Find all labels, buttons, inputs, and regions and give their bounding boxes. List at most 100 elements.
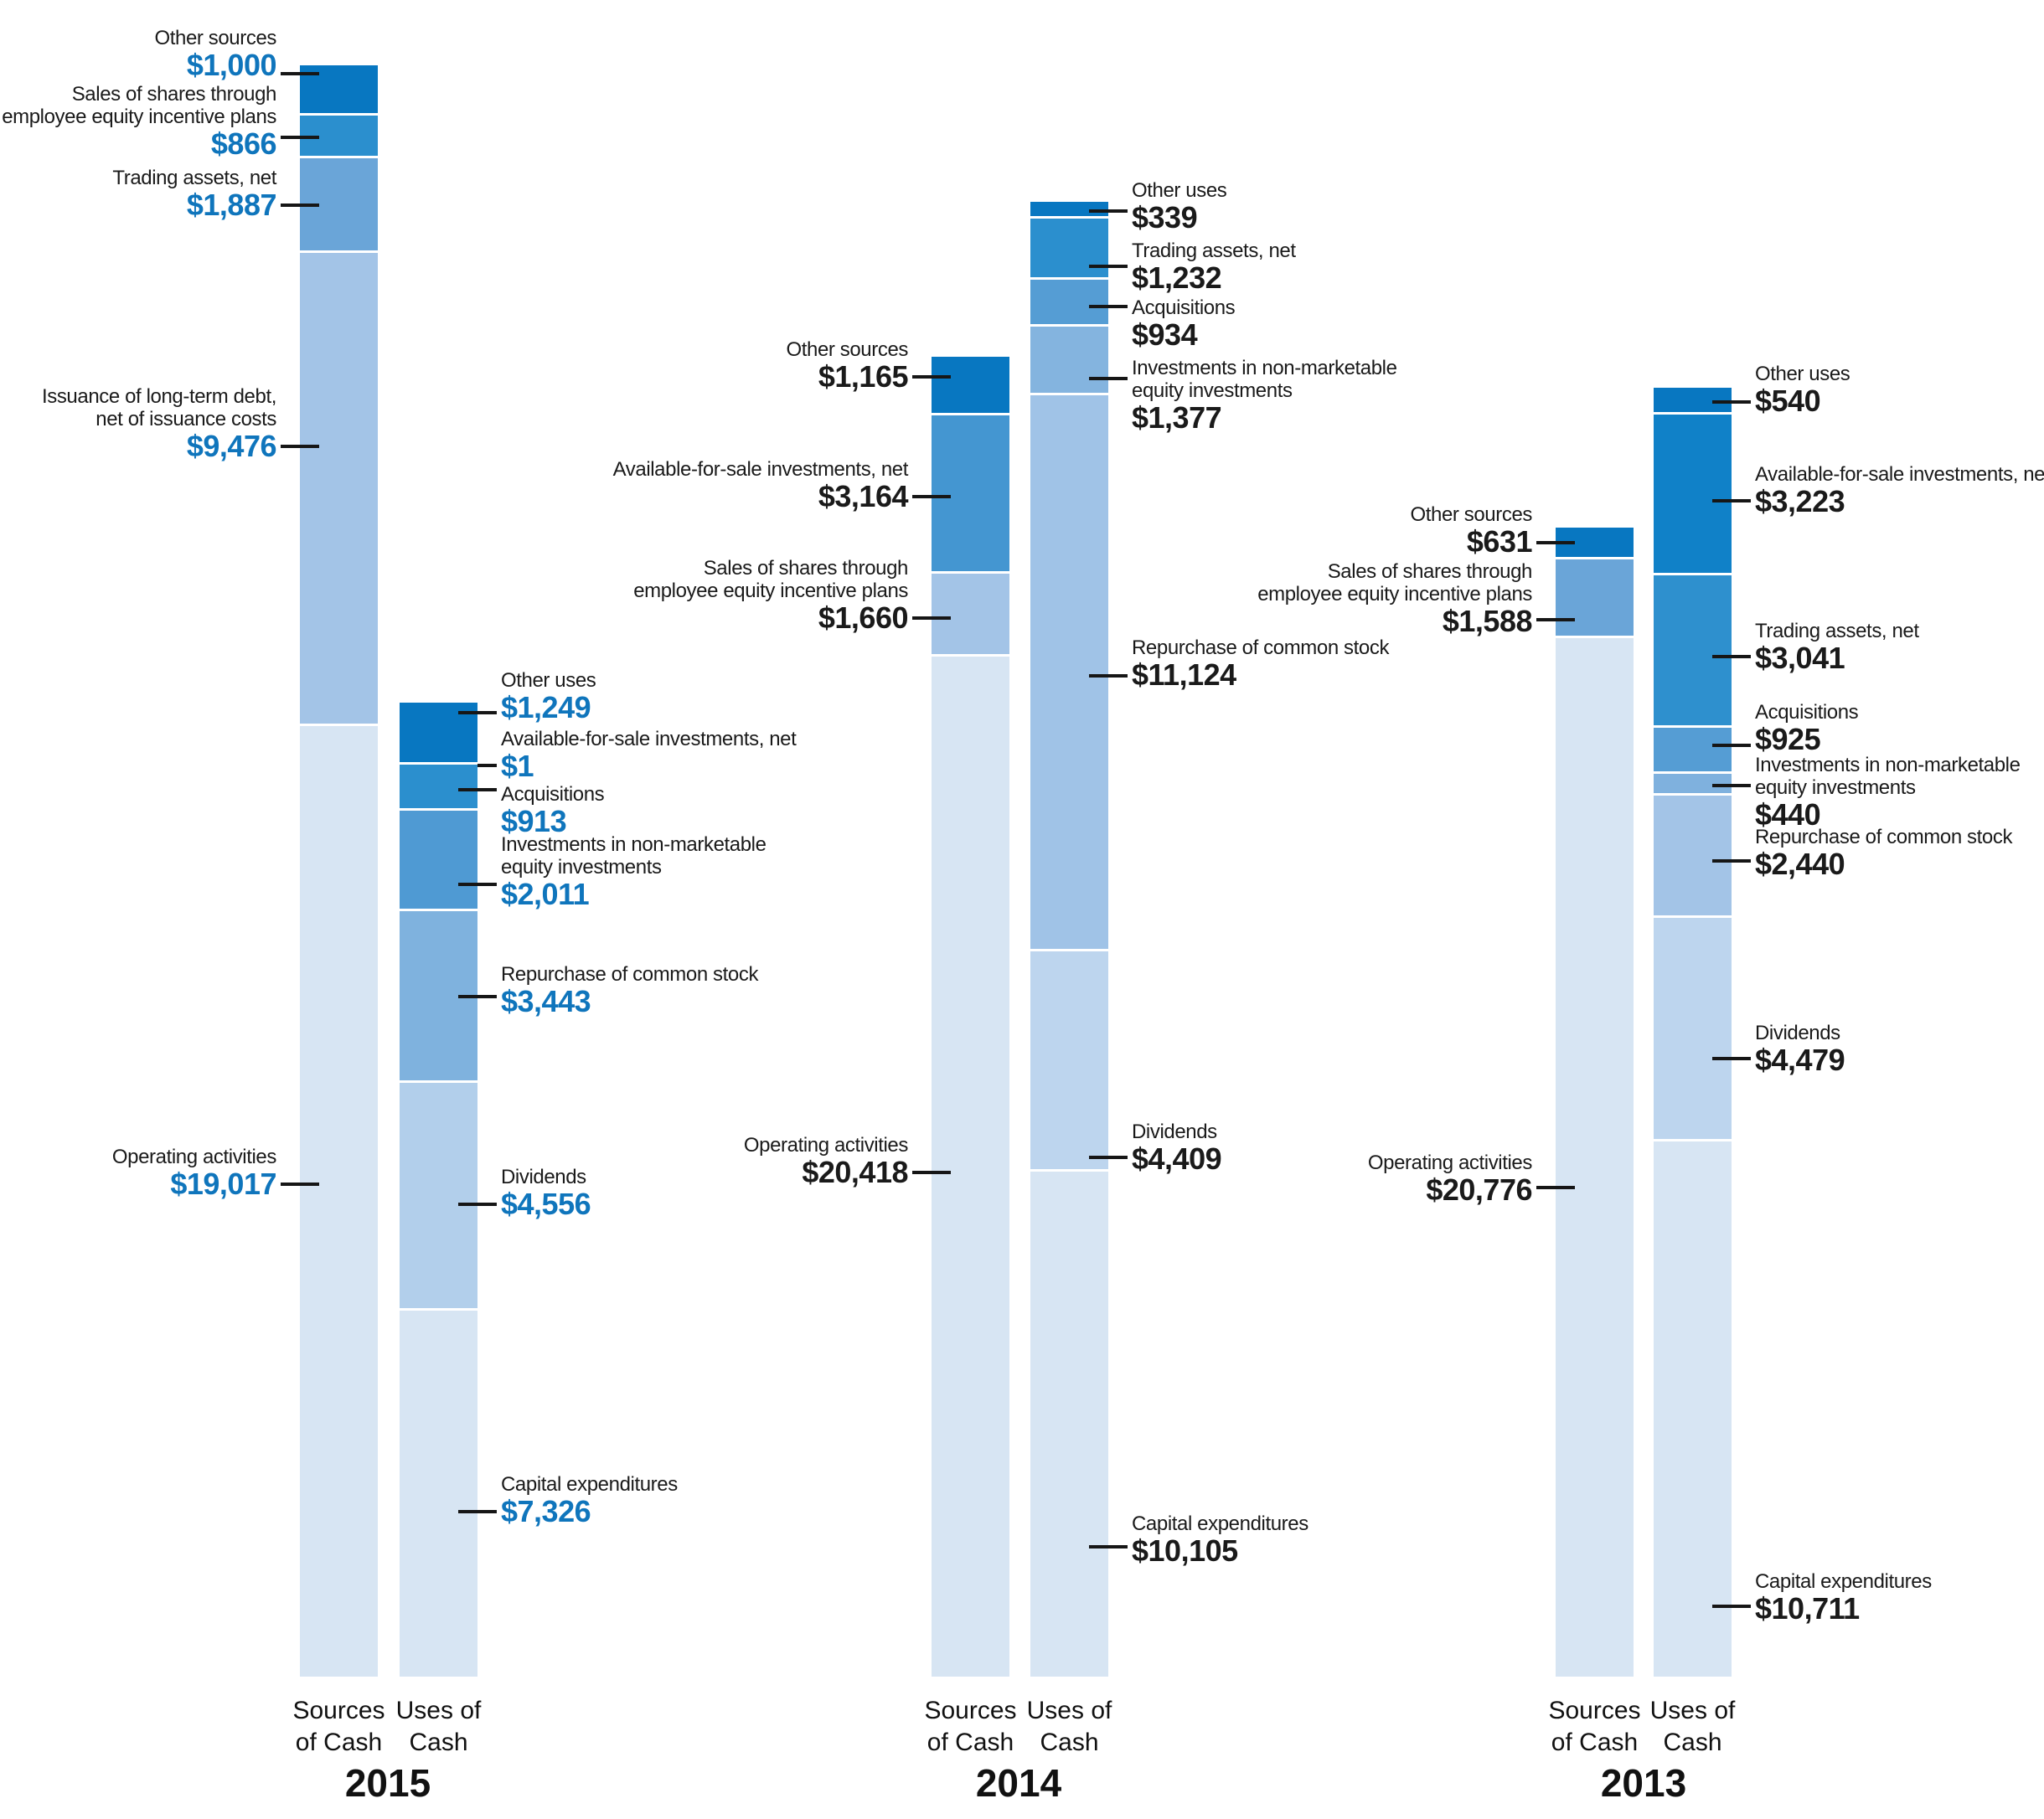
segment-2013-uses-afs-investments — [1654, 414, 1732, 576]
leader-line-2015-sources-operating-activities — [281, 1183, 319, 1186]
axis-label-line: Sources — [292, 1697, 385, 1724]
annotation-value: $1,588 — [1442, 604, 1533, 638]
annotation-2015-sources-other-sources: Other sources $1,000 — [154, 27, 276, 81]
annotation-value: $10,105 — [1132, 1533, 1238, 1568]
leader-line-2013-uses-investments-non-marketable — [1712, 784, 1751, 787]
axis-label-line: Uses of — [1649, 1697, 1736, 1724]
annotation-2013-sources-operating-activities: Operating activities $20,776 — [1368, 1152, 1533, 1207]
leader-line-2014-uses-trading-assets — [1089, 265, 1128, 268]
annotation-value: $20,418 — [802, 1155, 908, 1189]
annotation-label: employee equity incentive plans — [2, 106, 276, 128]
annotation-2013-uses-dividends: Dividends $4,479 — [1755, 1022, 1845, 1076]
leader-line-2015-sources-other-sources — [281, 72, 319, 75]
annotation-label: Other sources — [1410, 503, 1532, 526]
axis-label-line: Cash — [1663, 1729, 1722, 1756]
leader-line-2015-uses-investments-non-marketable — [458, 883, 497, 886]
annotation-label: Investments in non-marketable — [501, 833, 766, 856]
annotation-label: Sales of shares through — [71, 83, 277, 106]
segment-2014-uses-repurchase-common-stock — [1030, 395, 1108, 951]
annotation-label: Trading assets, net — [112, 167, 276, 189]
annotation-label: Operating activities — [743, 1134, 909, 1157]
annotation-label: employee equity incentive plans — [633, 580, 908, 602]
leader-line-2014-uses-acquisitions — [1089, 305, 1128, 308]
annotation-value: $9,476 — [186, 429, 277, 463]
leader-line-2014-uses-other-uses — [1089, 209, 1128, 213]
leader-line-2014-sources-operating-activities — [912, 1171, 951, 1174]
axis-label-uses-2014: Uses of Cash — [961, 1695, 1179, 1759]
annotation-2014-sources-afs-investments: Available-for-sale investments, net $3,16… — [613, 458, 909, 513]
segment-2014-sources-afs-investments — [932, 415, 1009, 574]
annotation-label: Repurchase of common stock — [501, 963, 759, 986]
annotation-2014-uses-capital-expenditures: Capital expenditures $10,105 — [1132, 1512, 1308, 1567]
leader-line-2013-uses-trading-assets — [1712, 655, 1751, 658]
segment-2014-uses-capital-expenditures — [1030, 1172, 1108, 1677]
segment-2014-uses-other-uses — [1030, 201, 1108, 219]
annotation-2013-uses-acquisitions: Acquisitions $925 — [1755, 701, 1859, 756]
annotation-value: $7,326 — [501, 1494, 591, 1528]
annotation-value: $19,017 — [170, 1167, 276, 1201]
annotation-value: $540 — [1755, 384, 1821, 418]
segment-2013-uses-trading-assets — [1654, 575, 1732, 728]
leader-line-2014-uses-repurchase-common-stock — [1089, 674, 1128, 678]
leader-line-2013-uses-dividends — [1712, 1057, 1751, 1060]
leader-line-2013-sources-operating-activities — [1536, 1186, 1575, 1189]
annotation-value: $866 — [210, 126, 277, 161]
annotation-value: $2,011 — [501, 877, 590, 911]
leader-line-2013-uses-capital-expenditures — [1712, 1605, 1751, 1608]
axis-label-line: Sources — [924, 1697, 1017, 1724]
axis-label-sources-2015: Sources of Cash — [230, 1695, 448, 1759]
annotation-2014-sources-other-sources: Other sources $1,165 — [786, 338, 908, 393]
annotation-value: $631 — [1466, 524, 1533, 559]
annotation-label: Sales of shares through — [1327, 560, 1533, 583]
axis-label-uses-2015: Uses of Cash — [330, 1695, 548, 1759]
annotation-label: net of issuance costs — [95, 408, 276, 430]
annotation-label: Dividends — [1755, 1022, 1840, 1044]
leader-line-2014-sources-other-sources — [912, 375, 951, 379]
annotation-label: Repurchase of common stock — [1132, 636, 1390, 659]
leader-line-2015-uses-dividends — [458, 1203, 497, 1206]
annotation-label: Other uses — [1132, 179, 1227, 202]
leader-line-2014-sources-afs-investments — [912, 495, 951, 498]
leader-line-2015-uses-repurchase-common-stock — [458, 995, 497, 998]
annotation-value: $4,556 — [501, 1187, 591, 1221]
annotation-2013-uses-other-uses: Other uses $540 — [1755, 363, 1850, 417]
leader-line-2014-sources-sales-of-shares — [912, 616, 951, 620]
annotation-label: Dividends — [1132, 1121, 1217, 1143]
annotation-label: Operating activities — [111, 1146, 277, 1168]
leader-line-2014-uses-dividends — [1089, 1156, 1128, 1159]
annotation-2015-uses-repurchase-common-stock: Repurchase of common stock $3,443 — [501, 963, 758, 1018]
segment-2014-uses-dividends — [1030, 951, 1108, 1172]
annotation-value: $4,409 — [1132, 1141, 1222, 1176]
annotation-value: $20,776 — [1426, 1172, 1532, 1207]
annotation-label: Acquisitions — [1755, 701, 1859, 724]
leader-line-2015-sources-sales-of-shares — [281, 136, 319, 139]
annotation-value: $339 — [1132, 200, 1198, 234]
annotation-2014-uses-other-uses: Other uses $339 — [1132, 179, 1227, 234]
annotation-label: equity investments — [1132, 379, 1293, 402]
leader-line-2013-sources-sales-of-shares — [1536, 618, 1575, 621]
annotation-value: $1,000 — [186, 48, 277, 82]
leader-line-2015-uses-capital-expenditures — [458, 1510, 497, 1513]
annotation-label: Issuance of long-term debt, — [41, 385, 276, 408]
annotation-2014-uses-dividends: Dividends $4,409 — [1132, 1121, 1222, 1176]
annotation-value: $3,041 — [1755, 641, 1845, 675]
annotation-label: Investments in non-marketable — [1132, 357, 1397, 379]
annotation-label: employee equity incentive plans — [1257, 583, 1532, 605]
leader-line-2015-uses-other-uses — [458, 711, 497, 714]
annotation-2014-sources-sales-of-shares: Sales of shares through employee equity i… — [633, 557, 908, 634]
segment-2013-uses-capital-expenditures — [1654, 1141, 1732, 1677]
leader-line-2013-uses-acquisitions — [1712, 744, 1751, 747]
annotation-2015-uses-capital-expenditures: Capital expenditures $7,326 — [501, 1473, 678, 1528]
annotation-value: $925 — [1755, 722, 1821, 756]
annotation-2014-sources-operating-activities: Operating activities $20,418 — [743, 1134, 909, 1189]
annotation-label: Available-for-sale investments, net — [501, 728, 797, 750]
annotation-label: Trading assets, net — [1132, 240, 1296, 262]
leader-line-2014-uses-capital-expenditures — [1089, 1545, 1128, 1548]
annotation-label: Capital expenditures — [1132, 1512, 1308, 1535]
annotation-2013-uses-trading-assets: Trading assets, net $3,041 — [1755, 620, 1919, 674]
annotation-label: Acquisitions — [501, 783, 605, 806]
segment-2014-uses-investments-non-marketable — [1030, 327, 1108, 396]
year-label-2014: 2014 — [975, 1761, 1062, 1805]
segment-2013-sources-operating-activities — [1556, 638, 1634, 1677]
